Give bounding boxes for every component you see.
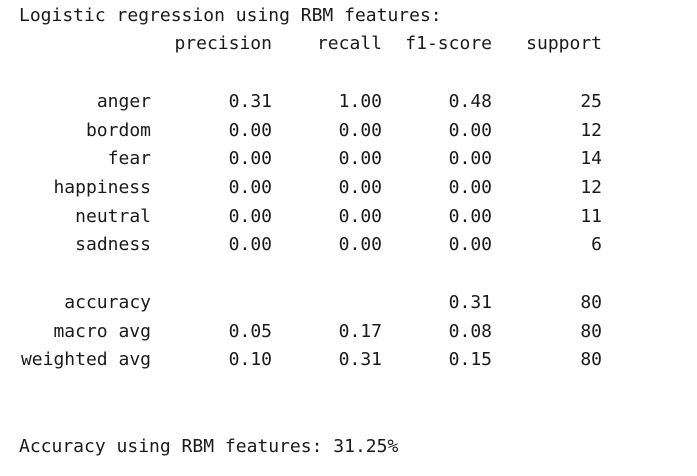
header-recall: recall [316,33,382,54]
report-title: Logistic regression using RBM features: [19,5,442,26]
table-row: accuracy 0.31 80 [0,292,697,314]
f1-score-value: 0.08 [448,321,492,342]
accuracy-footer: Accuracy using RBM features: 31.25% [19,436,399,457]
f1-score-value: 0.00 [448,177,492,198]
precision-value: 0.31 [228,91,272,112]
support-value: 80 [580,292,602,313]
recall-value: 1.00 [338,91,382,112]
header-row: precision recall f1-score support [0,33,697,55]
table-row: bordom 0.00 0.00 0.00 12 [0,120,697,142]
support-value: 12 [580,120,602,141]
row-label: sadness [75,234,151,255]
support-value: 14 [580,148,602,169]
support-value: 25 [580,91,602,112]
f1-score-value: 0.00 [448,148,492,169]
support-value: 12 [580,177,602,198]
table-row: weighted avg 0.10 0.31 0.15 80 [0,349,697,371]
header-f1-score: f1-score [405,33,492,54]
precision-value: 0.00 [228,148,272,169]
table-row: neutral 0.00 0.00 0.00 11 [0,206,697,228]
table-row: sadness 0.00 0.00 0.00 6 [0,234,697,256]
precision-value: 0.00 [228,177,272,198]
row-label: fear [107,148,151,169]
table-row: anger 0.31 1.00 0.48 25 [0,91,697,113]
recall-value: 0.00 [338,120,382,141]
precision-value: 0.00 [228,206,272,227]
support-value: 80 [580,349,602,370]
header-precision: precision [174,33,272,54]
precision-value: 0.00 [228,120,272,141]
recall-value: 0.17 [338,321,382,342]
table-row: fear 0.00 0.00 0.00 14 [0,148,697,170]
f1-score-value: 0.31 [448,292,492,313]
precision-value: 0.00 [228,234,272,255]
precision-value: 0.10 [228,349,272,370]
row-label: accuracy [64,292,151,313]
support-value: 11 [580,206,602,227]
recall-value: 0.00 [338,234,382,255]
row-label: macro avg [53,321,151,342]
support-value: 6 [591,234,602,255]
header-support: support [526,33,602,54]
table-row: macro avg 0.05 0.17 0.08 80 [0,321,697,343]
recall-value: 0.00 [338,206,382,227]
f1-score-value: 0.00 [448,234,492,255]
recall-value: 0.00 [338,148,382,169]
table-row: happiness 0.00 0.00 0.00 12 [0,177,697,199]
f1-score-value: 0.15 [448,349,492,370]
row-label: happiness [53,177,151,198]
f1-score-value: 0.00 [448,206,492,227]
recall-value: 0.31 [338,349,382,370]
support-value: 80 [580,321,602,342]
row-label: bordom [85,120,151,141]
f1-score-value: 0.00 [448,120,492,141]
row-label: anger [96,91,151,112]
precision-value: 0.05 [228,321,272,342]
recall-value: 0.00 [338,177,382,198]
f1-score-value: 0.48 [448,91,492,112]
row-label: weighted avg [20,349,151,370]
row-label: neutral [75,206,151,227]
